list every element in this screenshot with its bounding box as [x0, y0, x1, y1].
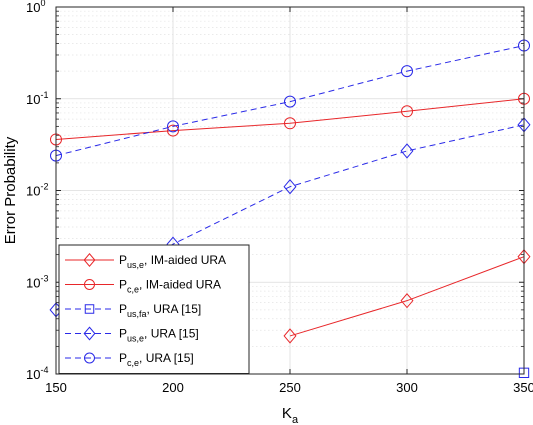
x-tick-label: 150	[45, 380, 67, 395]
series-line	[55, 98, 525, 140]
y-tick-label: 100	[26, 0, 45, 15]
legend-item: Pus,e, URA [15]	[65, 326, 199, 344]
legend-label: Pus,e, IM-aided URA	[119, 253, 226, 270]
data-point-diamond	[400, 143, 414, 159]
legend-item: Pc,e, IM-aided URA	[65, 278, 221, 295]
x-tick-label: 250	[279, 380, 301, 395]
y-tick-label: 10-2	[26, 182, 48, 199]
data-point-circle	[84, 352, 95, 364]
legend: Pus,e, IM-aided URA Pc,e, IM-aided URA Pus…	[58, 244, 250, 374]
data-point-diamond	[283, 328, 297, 344]
data-point-circle	[401, 105, 413, 118]
legend-label: Pc,e, IM-aided URA	[119, 278, 221, 295]
data-point-circle	[167, 124, 179, 137]
legend-item: Pus,e, IM-aided URA	[65, 252, 226, 270]
data-point-circle	[284, 117, 296, 130]
legend-item: Pc,e, URA [15]	[65, 351, 194, 368]
y-tick-label: 10-4	[26, 365, 48, 382]
data-point-diamond	[83, 326, 96, 341]
data-point-diamond	[400, 293, 414, 309]
y-tick-label: 10-1	[26, 90, 48, 107]
x-axis-label: Ka	[282, 405, 299, 425]
data-point-circle	[167, 120, 179, 133]
x-tick-label: 200	[162, 380, 184, 395]
data-point-circle	[284, 95, 296, 108]
legend-label: Pc,e, URA [15]	[119, 351, 194, 368]
y-tick-label: 10-3	[26, 273, 48, 290]
data-point-circle	[401, 65, 413, 78]
series-line	[289, 256, 525, 337]
x-tick-label: 350	[513, 380, 533, 395]
x-tick-label: 300	[396, 380, 418, 395]
data-point-diamond	[83, 252, 96, 268]
legend-label: Pus,e, URA [15]	[119, 327, 199, 344]
legend-item: Pus,fa, URA [15]	[65, 302, 201, 319]
data-point-circle	[84, 279, 95, 290]
legend-label: Pus,fa, URA [15]	[119, 302, 201, 319]
data-point-square	[84, 304, 95, 314]
y-axis-label: Error Probability	[2, 136, 19, 244]
series-line	[55, 45, 525, 157]
series-line	[55, 124, 525, 311]
data-point-diamond	[283, 179, 297, 195]
